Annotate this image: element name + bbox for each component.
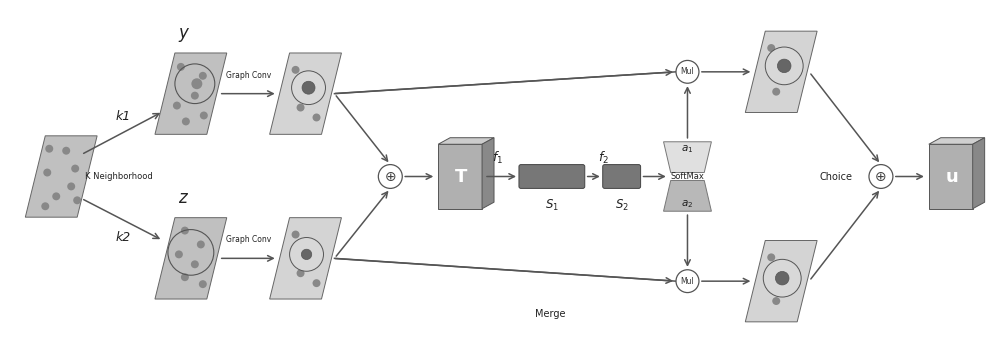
Polygon shape [664,142,711,173]
Circle shape [191,260,199,268]
Circle shape [67,183,75,190]
Text: ⊕: ⊕ [384,169,396,184]
Polygon shape [270,53,341,134]
Circle shape [765,47,803,85]
Circle shape [785,273,793,281]
Circle shape [378,164,402,189]
Text: K Neighborhood: K Neighborhood [85,172,153,181]
Text: $S_1$: $S_1$ [545,198,559,214]
Circle shape [62,147,70,155]
Text: Mul: Mul [681,67,694,76]
Circle shape [767,253,775,261]
Circle shape [191,92,199,100]
Circle shape [199,280,207,288]
Circle shape [290,238,323,271]
Polygon shape [745,240,817,322]
Circle shape [175,250,183,258]
FancyBboxPatch shape [519,164,585,189]
Circle shape [52,192,60,200]
Polygon shape [745,31,817,113]
Circle shape [182,118,190,125]
Polygon shape [929,138,985,144]
Text: u: u [945,168,958,185]
Circle shape [775,271,789,285]
Circle shape [785,64,793,72]
Polygon shape [664,180,711,211]
Text: Graph Conv: Graph Conv [226,235,271,245]
Polygon shape [482,138,494,209]
Circle shape [191,78,202,89]
Polygon shape [155,218,227,299]
Text: $f_2$: $f_2$ [598,150,609,166]
Circle shape [310,249,318,256]
Text: z: z [179,189,187,207]
Circle shape [772,297,780,305]
Circle shape [45,145,53,153]
Circle shape [676,60,699,83]
Circle shape [767,44,775,52]
Polygon shape [270,218,341,299]
Circle shape [313,114,320,121]
Text: SoftMax: SoftMax [671,172,704,181]
Circle shape [71,164,79,173]
Text: k1: k1 [115,110,131,123]
Circle shape [173,102,181,109]
Circle shape [177,63,185,71]
Circle shape [181,273,189,281]
Circle shape [41,202,49,210]
FancyBboxPatch shape [603,164,641,189]
Polygon shape [438,138,494,144]
Text: ⊕: ⊕ [875,169,887,184]
Text: $a_1$: $a_1$ [681,143,694,155]
Circle shape [301,249,312,259]
Text: Mul: Mul [681,277,694,286]
Text: T: T [455,168,467,185]
Circle shape [292,231,300,239]
Circle shape [297,269,305,277]
Text: Merge: Merge [535,309,565,319]
Circle shape [297,103,305,112]
Circle shape [199,72,207,80]
Text: $S_2$: $S_2$ [615,198,629,214]
Circle shape [181,227,189,234]
Circle shape [312,84,320,92]
Text: Graph Conv: Graph Conv [226,71,271,80]
Circle shape [302,81,315,94]
Text: $f_1$: $f_1$ [492,150,504,166]
Circle shape [763,259,801,297]
Text: $a_2$: $a_2$ [681,198,694,210]
Polygon shape [155,53,227,134]
Circle shape [292,66,300,74]
Circle shape [73,196,81,204]
Circle shape [200,112,208,119]
Polygon shape [973,138,985,209]
Text: y: y [178,24,188,42]
Polygon shape [25,136,97,217]
Bar [929,144,973,209]
Circle shape [43,169,51,176]
Circle shape [313,279,320,287]
Circle shape [869,164,893,189]
Circle shape [292,71,325,104]
Circle shape [777,59,791,73]
Circle shape [676,270,699,293]
Circle shape [197,240,205,249]
Bar [438,144,482,209]
Circle shape [772,88,780,96]
Text: Choice: Choice [820,172,853,181]
Text: k2: k2 [115,231,131,244]
